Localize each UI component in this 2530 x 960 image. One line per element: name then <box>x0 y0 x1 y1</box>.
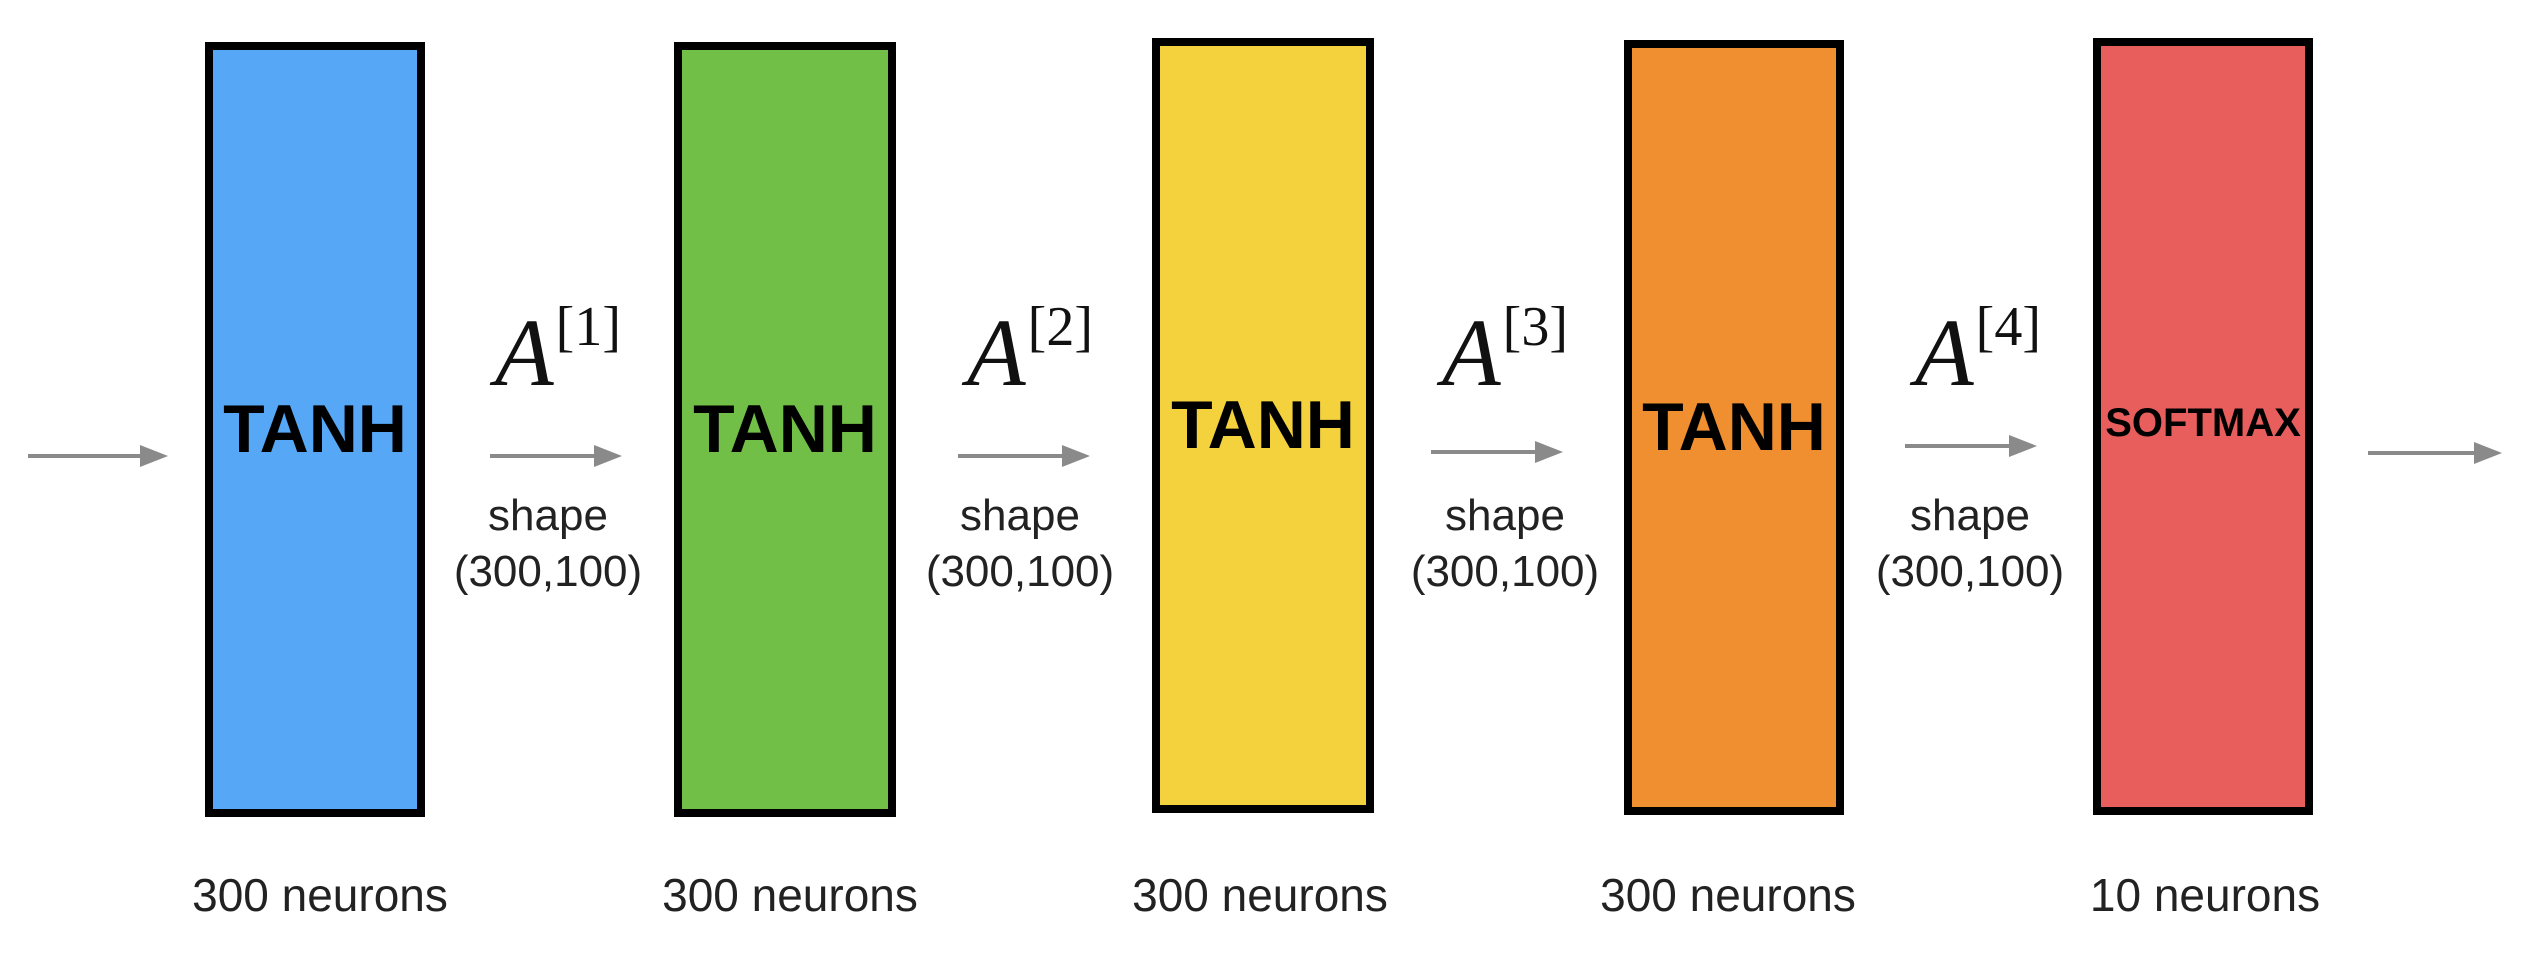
layer-3-activation-name: TANH <box>1171 387 1355 464</box>
connection-2-activation-letter: A <box>967 299 1026 406</box>
layer-1-activation-name: TANH <box>223 391 407 468</box>
connection-4-shape-label: shape (300,100) <box>1840 488 2100 600</box>
connection-2-shape-value: (300,100) <box>925 547 1115 596</box>
connection-1-arrow <box>490 441 622 471</box>
connection-1-shape-label: shape (300,100) <box>418 488 678 600</box>
connection-4-activation-letter: A <box>1915 299 1974 406</box>
connection-4-activation-index: [4] <box>1975 296 2041 358</box>
connection-3-arrow <box>1431 437 1563 467</box>
output-arrow <box>2368 438 2502 468</box>
connection-1-activation-label: A[1] <box>458 295 658 408</box>
layer-2-activation-name: TANH <box>693 391 877 468</box>
connection-1-activation-letter: A <box>495 299 554 406</box>
connection-3-shape-label: shape (300,100) <box>1375 488 1635 600</box>
layer-2-box: TANH <box>674 42 896 817</box>
connection-4-shape-value: (300,100) <box>1875 547 2065 596</box>
layer-5-neuron-count: 10 neurons <box>2089 869 2321 921</box>
layer-3-neuron-count: 300 neurons <box>1132 869 1388 921</box>
layer-1-box: TANH <box>205 42 425 817</box>
layer-5-activation-name: SOFTMAX <box>2105 401 2301 445</box>
connection-3-shape-value: (300,100) <box>1410 547 1600 596</box>
connection-1-shape-value: (300,100) <box>453 547 643 596</box>
layer-4-neuron-count: 300 neurons <box>1600 869 1856 921</box>
connection-2-activation-label: A[2] <box>930 295 1130 408</box>
connection-4-activation-label: A[4] <box>1878 295 2078 408</box>
connection-3-activation-index: [3] <box>1502 296 1568 358</box>
connection-3-activation-letter: A <box>1442 299 1501 406</box>
connection-1-activation-index: [1] <box>555 296 621 358</box>
connection-3-activation-label: A[3] <box>1405 295 1605 408</box>
connection-1-shape-word: shape <box>488 491 608 540</box>
connection-3-shape-word: shape <box>1445 491 1565 540</box>
layer-1-neuron-count: 300 neurons <box>192 869 448 921</box>
layer-2-neuron-count: 300 neurons <box>662 869 918 921</box>
connection-4-arrow <box>1905 431 2037 461</box>
layer-5-box: SOFTMAX <box>2093 38 2313 815</box>
connection-4-shape-word: shape <box>1910 491 2030 540</box>
connection-2-shape-label: shape (300,100) <box>890 488 1150 600</box>
connection-2-activation-index: [2] <box>1027 296 1093 358</box>
layer-4-activation-name: TANH <box>1642 389 1826 466</box>
input-arrow <box>28 441 168 471</box>
connection-2-shape-word: shape <box>960 491 1080 540</box>
layer-3-box: TANH <box>1152 38 1374 813</box>
connection-2-arrow <box>958 441 1090 471</box>
layer-4-box: TANH <box>1624 40 1844 815</box>
